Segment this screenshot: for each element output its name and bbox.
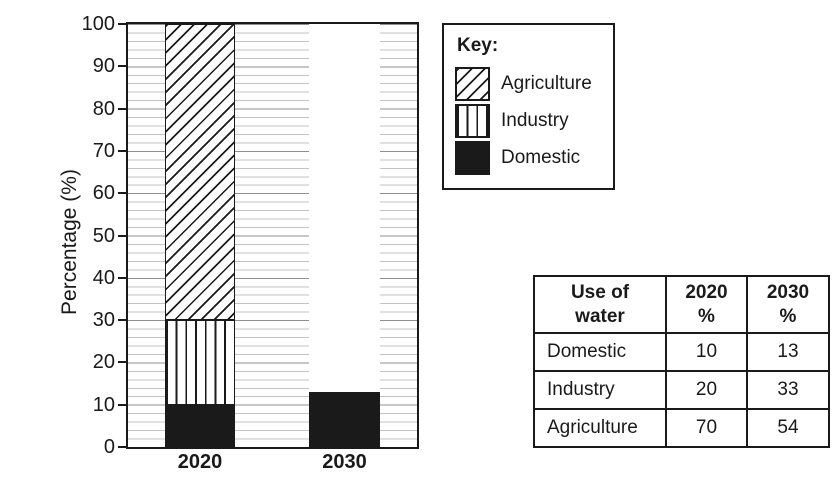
legend-item-domestic: Domestic xyxy=(455,141,580,175)
table-cell-industry: Industry xyxy=(533,370,667,410)
legend-item-industry: Industry xyxy=(455,104,569,138)
y-tick-label-40: 40 xyxy=(92,266,115,289)
table-row: Domestic 10 13 xyxy=(533,332,830,372)
table-cell-domestic-2030: 13 xyxy=(746,332,830,372)
table-header-use-of-water: Use of water xyxy=(533,275,667,334)
table-header-row: Use of water 2020 % 2030 % xyxy=(533,275,830,334)
bar-2020-domestic-segment xyxy=(165,404,235,447)
table-header-2020: 2020 % xyxy=(665,275,748,334)
y-tick-label-50: 50 xyxy=(92,224,115,247)
y-tick-label-0: 0 xyxy=(103,436,115,458)
table-cell-agriculture-2030: 54 xyxy=(746,408,830,448)
y-tick-mark-70 xyxy=(118,149,128,152)
y-axis-tick-marks xyxy=(118,23,128,448)
y-tick-mark-40 xyxy=(118,276,128,279)
legend-title: Key: xyxy=(457,35,499,56)
y-tick-label-60: 60 xyxy=(92,182,115,205)
industry-stripe-swatch-icon xyxy=(455,104,490,138)
y-tick-mark-20 xyxy=(118,361,128,364)
table-cell-industry-2020: 20 xyxy=(665,370,748,410)
y-tick-mark-30 xyxy=(118,319,128,322)
y-tick-label-20: 20 xyxy=(92,351,115,374)
y-tick-mark-90 xyxy=(118,65,128,68)
table-cell-domestic: Domestic xyxy=(533,332,667,372)
water-use-table: Use of water 2020 % 2030 % Domestic 10 1… xyxy=(533,275,830,448)
y-tick-label-70: 70 xyxy=(92,139,115,162)
y-tick-mark-80 xyxy=(118,107,128,110)
bar-2020-agriculture-segment xyxy=(165,24,235,321)
y-tick-mark-0 xyxy=(118,446,128,448)
table-header-2030: 2030 % xyxy=(746,275,830,334)
legend-label: Industry xyxy=(501,110,569,131)
legend-item-agriculture: Agriculture xyxy=(455,67,592,101)
table-cell-domestic-2020: 10 xyxy=(665,332,748,372)
y-tick-mark-10 xyxy=(118,403,128,406)
y-tick-label-90: 90 xyxy=(92,55,115,78)
legend-box: Key: Agriculture Industry Domestic xyxy=(442,23,615,190)
y-tick-mark-50 xyxy=(118,234,128,237)
bar-2020-industry-segment xyxy=(165,320,235,405)
legend-label: Domestic xyxy=(501,147,581,168)
table-cell-industry-2030: 33 xyxy=(746,370,830,410)
table-row: Agriculture 70 54 xyxy=(533,408,830,448)
y-tick-mark-60 xyxy=(118,192,128,195)
bar-2030-domestic-segment xyxy=(309,392,380,447)
y-tick-label-30: 30 xyxy=(92,309,115,332)
y-axis-tick-labels: 0 10 20 30 40 50 60 70 80 90 100 xyxy=(50,14,115,457)
table-cell-agriculture-2020: 70 xyxy=(665,408,748,448)
domestic-solid-swatch-icon xyxy=(455,141,490,175)
y-tick-label-10: 10 xyxy=(92,393,115,416)
y-tick-label-100: 100 xyxy=(81,13,115,35)
plot-area xyxy=(126,22,419,449)
table-row: Industry 20 33 xyxy=(533,370,830,410)
y-tick-label-80: 80 xyxy=(92,97,115,120)
y-tick-mark-100 xyxy=(118,23,128,25)
legend-label: Agriculture xyxy=(501,73,592,94)
x-axis-label-2030: 2030 xyxy=(322,451,367,473)
agriculture-hatch-swatch-icon xyxy=(455,67,490,101)
bar-2030-empty-column xyxy=(309,24,380,392)
x-axis-label-2020: 2020 xyxy=(177,451,223,473)
table-cell-agriculture: Agriculture xyxy=(533,408,667,448)
